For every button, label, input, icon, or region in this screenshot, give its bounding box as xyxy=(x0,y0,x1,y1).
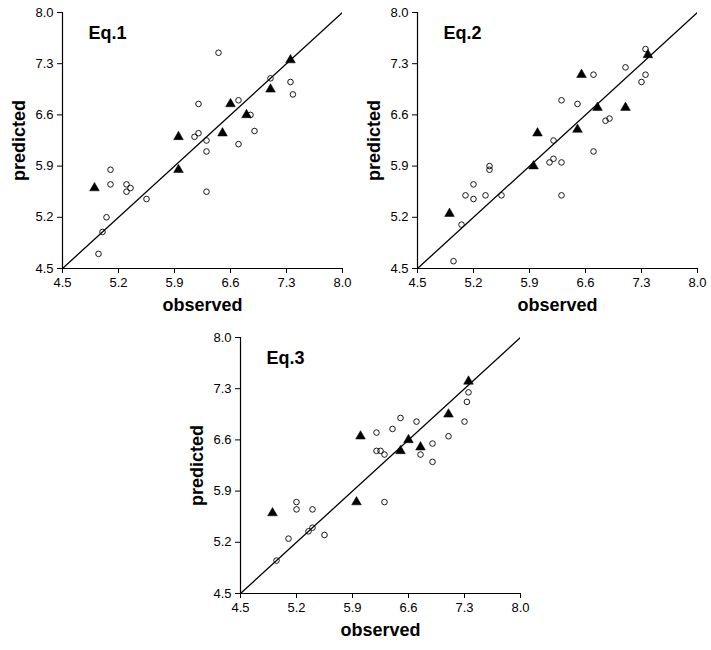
svg-text:8.0: 8.0 xyxy=(688,275,706,290)
svg-text:Eq.2: Eq.2 xyxy=(444,23,482,43)
svg-text:6.6: 6.6 xyxy=(399,600,417,615)
svg-text:7.3: 7.3 xyxy=(213,381,231,396)
svg-text:predicted: predicted xyxy=(364,100,384,181)
svg-text:8.0: 8.0 xyxy=(35,5,53,20)
svg-text:observed: observed xyxy=(162,295,242,315)
svg-text:7.3: 7.3 xyxy=(277,275,295,290)
svg-text:8.0: 8.0 xyxy=(333,275,351,290)
svg-text:8.0: 8.0 xyxy=(511,600,529,615)
svg-text:predicted: predicted xyxy=(9,100,29,181)
svg-text:5.9: 5.9 xyxy=(390,158,408,173)
svg-text:7.3: 7.3 xyxy=(455,600,473,615)
svg-text:5.9: 5.9 xyxy=(213,483,231,498)
svg-text:4.5: 4.5 xyxy=(35,261,53,276)
svg-text:5.2: 5.2 xyxy=(464,275,482,290)
svg-text:Eq.1: Eq.1 xyxy=(89,23,127,43)
svg-text:6.6: 6.6 xyxy=(221,275,239,290)
svg-text:5.2: 5.2 xyxy=(213,534,231,549)
svg-text:5.2: 5.2 xyxy=(35,209,53,224)
svg-text:6.6: 6.6 xyxy=(576,275,594,290)
svg-text:7.3: 7.3 xyxy=(35,56,53,71)
svg-text:5.2: 5.2 xyxy=(390,209,408,224)
svg-text:5.2: 5.2 xyxy=(287,600,305,615)
svg-text:4.5: 4.5 xyxy=(231,600,249,615)
svg-text:8.0: 8.0 xyxy=(213,330,231,345)
svg-text:5.9: 5.9 xyxy=(165,275,183,290)
svg-text:Eq.3: Eq.3 xyxy=(267,348,305,368)
svg-text:5.9: 5.9 xyxy=(520,275,538,290)
svg-text:4.5: 4.5 xyxy=(390,261,408,276)
svg-text:observed: observed xyxy=(340,620,420,640)
svg-text:6.6: 6.6 xyxy=(35,107,53,122)
svg-text:8.0: 8.0 xyxy=(390,5,408,20)
svg-text:5.9: 5.9 xyxy=(343,600,361,615)
svg-text:6.6: 6.6 xyxy=(390,107,408,122)
svg-text:predicted: predicted xyxy=(187,425,207,506)
svg-text:7.3: 7.3 xyxy=(632,275,650,290)
svg-text:5.9: 5.9 xyxy=(35,158,53,173)
svg-text:observed: observed xyxy=(517,295,597,315)
svg-text:6.6: 6.6 xyxy=(213,432,231,447)
svg-text:4.5: 4.5 xyxy=(53,275,71,290)
svg-text:4.5: 4.5 xyxy=(213,586,231,601)
svg-text:5.2: 5.2 xyxy=(109,275,127,290)
svg-text:7.3: 7.3 xyxy=(390,56,408,71)
svg-text:4.5: 4.5 xyxy=(408,275,426,290)
